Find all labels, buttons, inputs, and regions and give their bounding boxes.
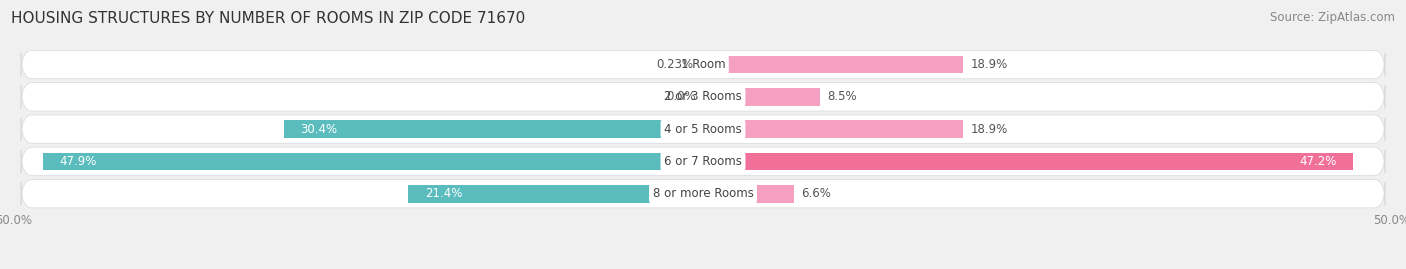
- Text: 8.5%: 8.5%: [827, 90, 856, 103]
- FancyBboxPatch shape: [21, 50, 1385, 79]
- Text: 6 or 7 Rooms: 6 or 7 Rooms: [664, 155, 742, 168]
- Text: 18.9%: 18.9%: [970, 58, 1008, 71]
- Text: 0.23%: 0.23%: [655, 58, 693, 71]
- Bar: [700, 56, 703, 73]
- Text: 18.9%: 18.9%: [970, 123, 1008, 136]
- Text: 4 or 5 Rooms: 4 or 5 Rooms: [664, 123, 742, 136]
- Text: 0.0%: 0.0%: [666, 90, 696, 103]
- Text: Source: ZipAtlas.com: Source: ZipAtlas.com: [1270, 11, 1395, 24]
- Bar: [703, 88, 820, 106]
- Text: 1 Room: 1 Room: [681, 58, 725, 71]
- FancyBboxPatch shape: [21, 83, 1385, 111]
- FancyBboxPatch shape: [21, 179, 1385, 208]
- Bar: [703, 185, 794, 203]
- Text: 47.2%: 47.2%: [1299, 155, 1337, 168]
- Text: 6.6%: 6.6%: [801, 187, 831, 200]
- Bar: [703, 120, 963, 138]
- Bar: [284, 120, 703, 138]
- Bar: [44, 153, 703, 170]
- Bar: [703, 56, 963, 73]
- Text: 21.4%: 21.4%: [425, 187, 463, 200]
- FancyBboxPatch shape: [21, 147, 1385, 176]
- Text: 2 or 3 Rooms: 2 or 3 Rooms: [664, 90, 742, 103]
- Text: 8 or more Rooms: 8 or more Rooms: [652, 187, 754, 200]
- Bar: [703, 153, 1354, 170]
- Text: 30.4%: 30.4%: [301, 123, 337, 136]
- Text: 47.9%: 47.9%: [59, 155, 97, 168]
- Bar: [408, 185, 703, 203]
- Text: HOUSING STRUCTURES BY NUMBER OF ROOMS IN ZIP CODE 71670: HOUSING STRUCTURES BY NUMBER OF ROOMS IN…: [11, 11, 526, 26]
- FancyBboxPatch shape: [21, 115, 1385, 143]
